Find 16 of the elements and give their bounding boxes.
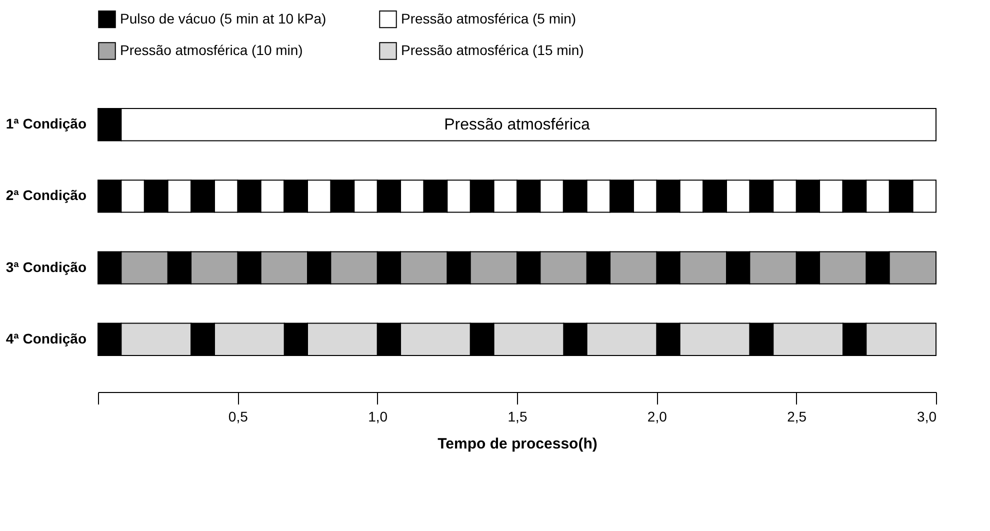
y-tick-label: 2ª Condição [6,187,86,204]
x-tick-label: 3,0 [917,408,937,424]
x-tick-label: 0,5 [228,408,248,424]
x-tick-label: 1,5 [508,408,528,424]
y-tick-label: 4ª Condição [6,330,86,346]
x-tick-label: 2,5 [787,408,807,424]
x-axis-title: Tempo de processo(h) [438,436,598,452]
legend-label: Pressão atmosférica (10 min) [120,42,303,58]
annotation: Pressão atmosférica [444,116,590,134]
y-tick-label: 3ª Condição [6,258,86,275]
legend-label: Pressão atmosférica (15 min) [401,42,584,58]
x-tick-label: 2,0 [647,408,668,424]
legend-label: Pressão atmosférica (5 min) [401,10,576,26]
legend-label: Pulso de vácuo (5 min at 10 kPa) [120,10,326,26]
y-tick-label: 1ª Condição [6,116,86,132]
x-tick-label: 1,0 [368,408,388,424]
